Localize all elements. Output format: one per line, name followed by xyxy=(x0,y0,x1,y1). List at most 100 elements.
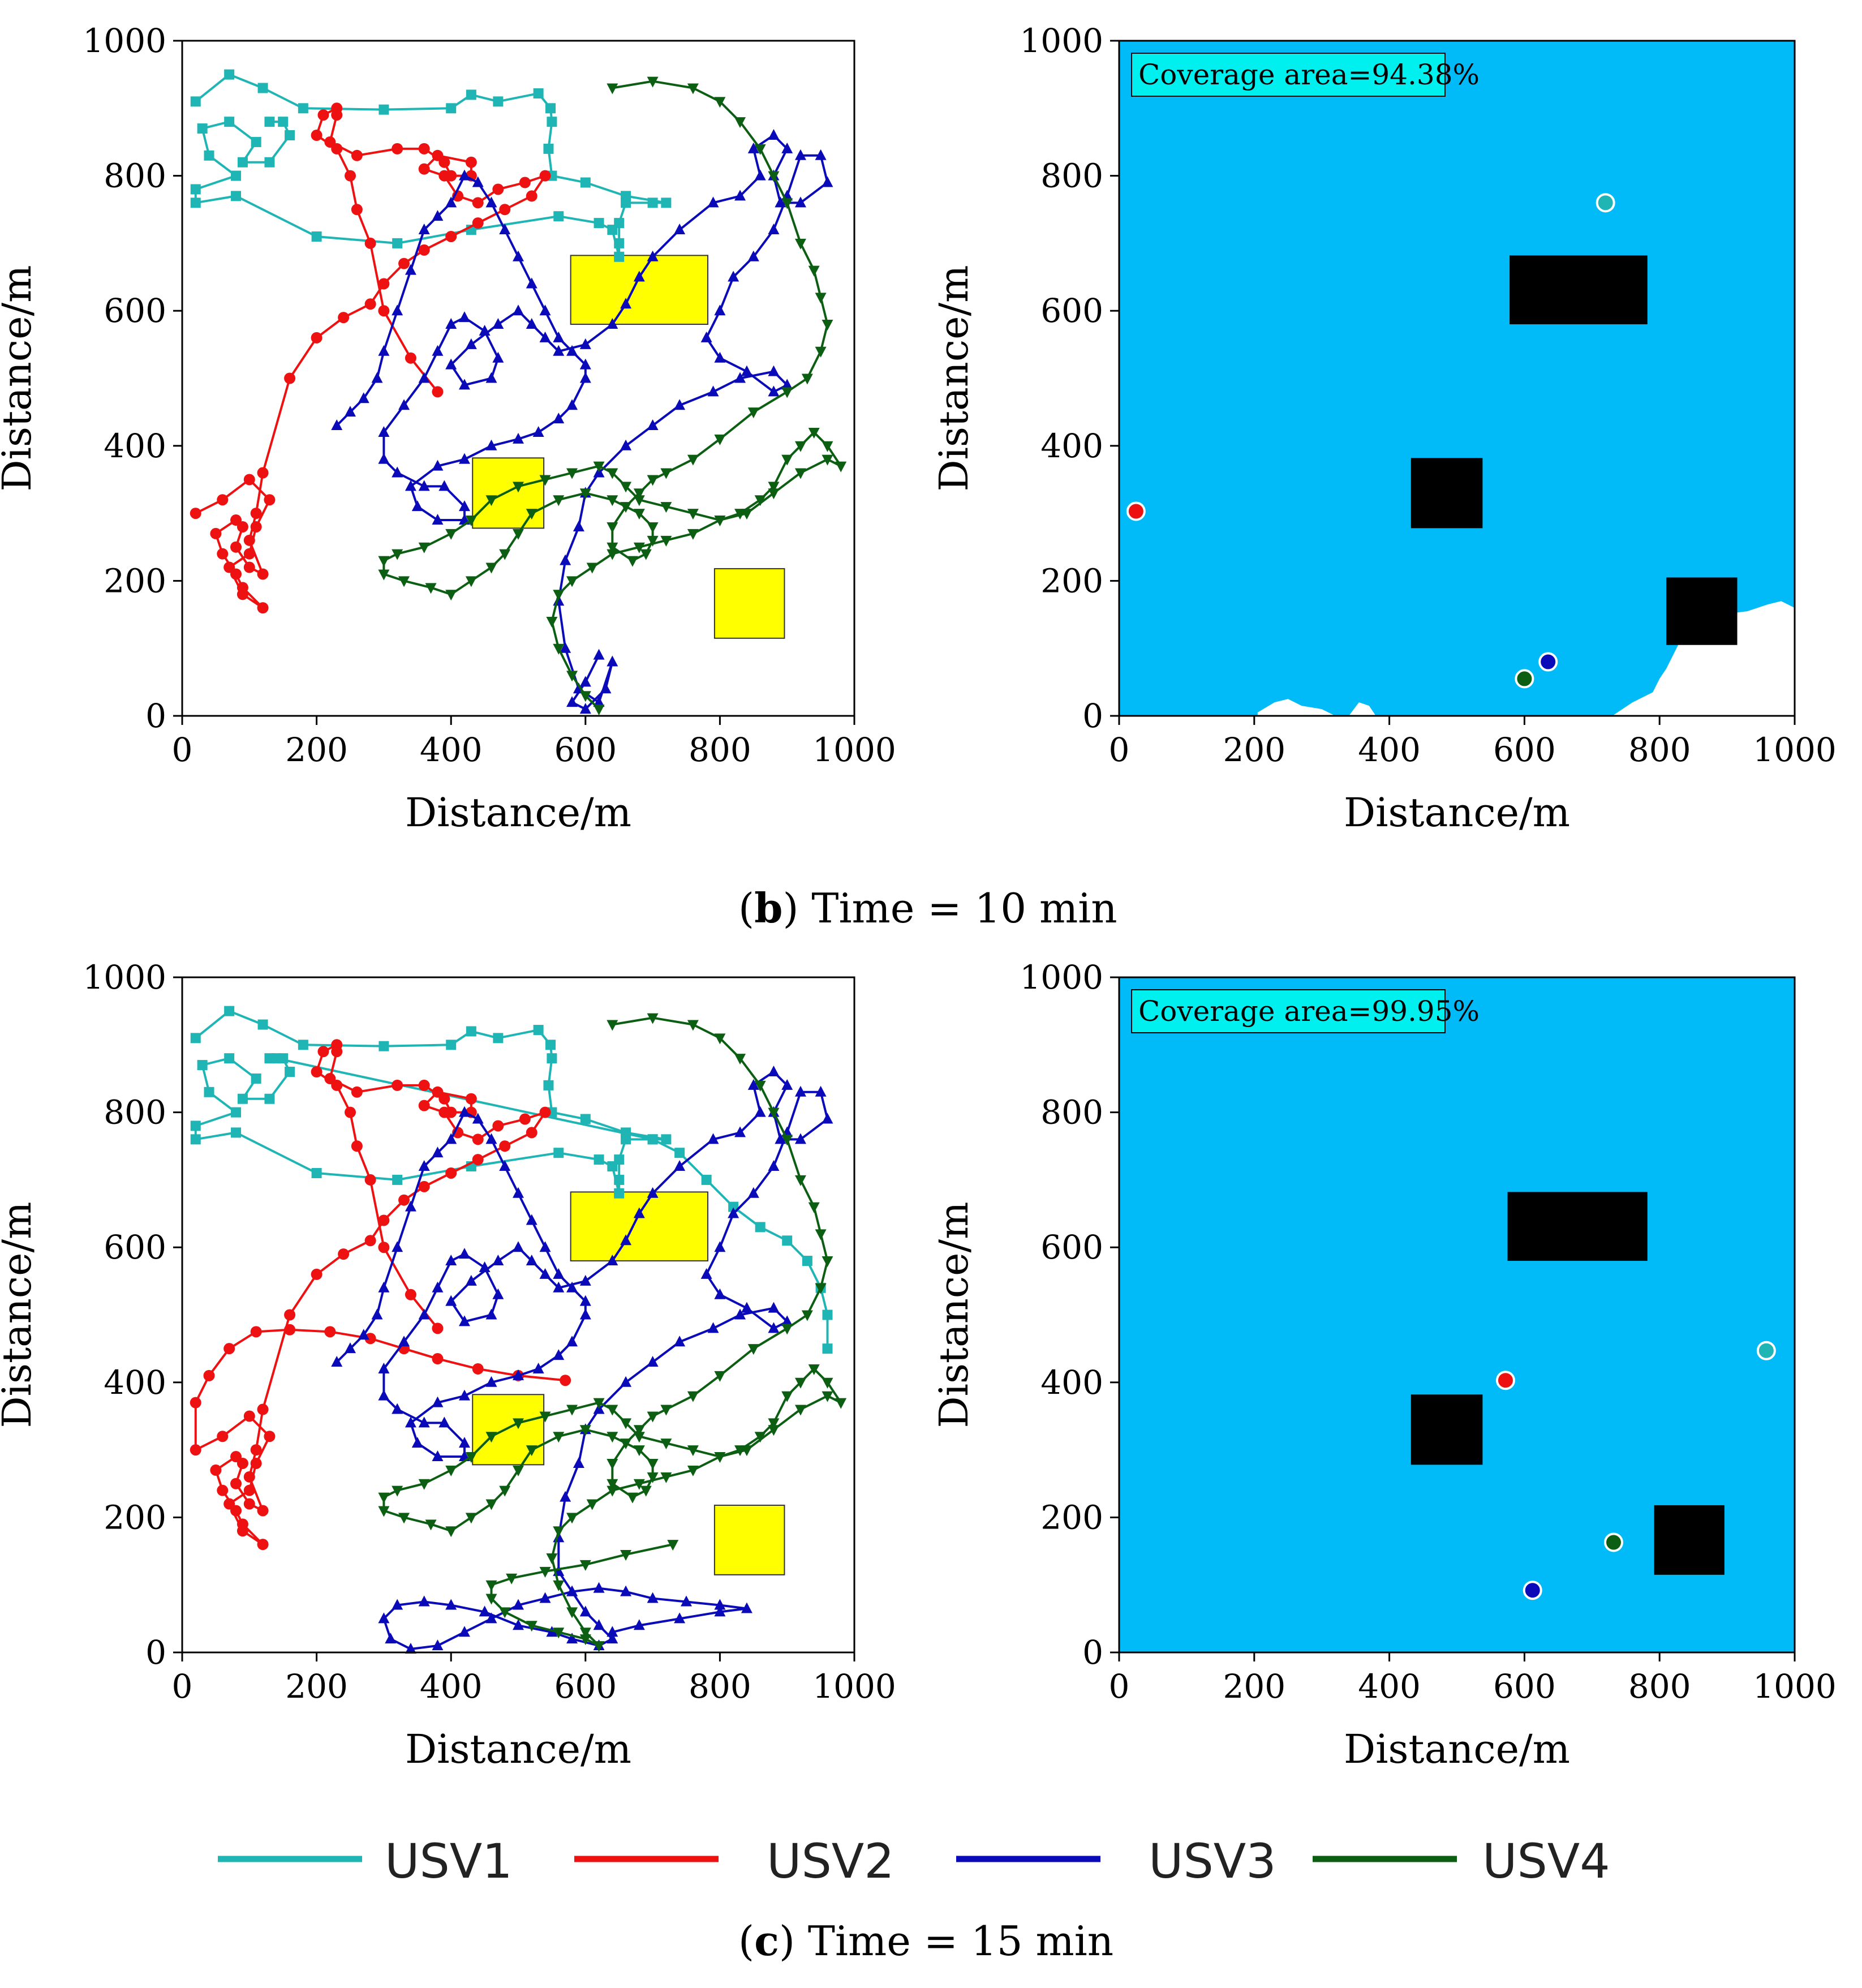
marker-58 xyxy=(190,1444,201,1456)
marker-18 xyxy=(660,1405,672,1416)
x-tick-label-200: 200 xyxy=(285,731,348,769)
marker-11 xyxy=(543,143,554,154)
marker-42 xyxy=(445,170,457,182)
marker-76 xyxy=(754,144,766,155)
coverage-annotation: Coverage area=94.38% xyxy=(1131,53,1480,97)
x-axis-label: Distance/m xyxy=(405,789,631,836)
marker-53 xyxy=(465,338,477,349)
marker-46 xyxy=(458,1315,470,1326)
marker-19 xyxy=(432,1086,444,1098)
marker-23 xyxy=(714,351,726,363)
marker-76 xyxy=(714,1241,726,1252)
marker-30 xyxy=(579,1425,591,1436)
marker-113 xyxy=(539,1592,551,1603)
marker-72 xyxy=(411,500,423,512)
y-tick-label-800: 800 xyxy=(104,1093,166,1132)
marker-62 xyxy=(754,1106,766,1117)
marker-4 xyxy=(379,104,389,115)
series-usv3 xyxy=(331,1066,833,1654)
x-tick-label-400: 400 xyxy=(1358,731,1421,769)
marker-32 xyxy=(566,468,578,479)
marker-28 xyxy=(445,230,457,242)
marker-16 xyxy=(674,399,686,410)
marker-2 xyxy=(257,1019,268,1030)
marker-24 xyxy=(626,1492,638,1504)
marker-47 xyxy=(579,338,591,349)
marker-97 xyxy=(378,345,390,356)
marker-44 xyxy=(492,1288,504,1299)
marker-11 xyxy=(472,1113,484,1124)
marker-25 xyxy=(714,516,726,527)
obstacle-2 xyxy=(1411,458,1483,529)
marker-72 xyxy=(633,1479,645,1490)
marker-64 xyxy=(687,454,699,466)
marker-36 xyxy=(378,1389,390,1401)
marker-31 xyxy=(204,1087,214,1097)
marker-47 xyxy=(513,1418,524,1429)
marker-82 xyxy=(579,358,591,370)
marker-17 xyxy=(707,385,719,397)
marker-29 xyxy=(190,1120,201,1131)
marker-66 xyxy=(794,1405,806,1416)
y-tick-label-200: 200 xyxy=(1040,561,1103,600)
marker-96 xyxy=(593,1619,605,1630)
marker-80 xyxy=(768,1322,780,1333)
marker-49 xyxy=(539,331,551,342)
marker-62 xyxy=(647,475,659,486)
marker-21 xyxy=(781,454,793,466)
marker-68 xyxy=(801,373,813,385)
x-tick-label-1000: 1000 xyxy=(812,1667,896,1706)
marker-54 xyxy=(647,522,659,533)
marker-63 xyxy=(822,1377,833,1389)
x-tick-label-1000: 1000 xyxy=(812,731,896,769)
marker-50 xyxy=(526,318,537,329)
marker-44 xyxy=(445,590,457,601)
marker-5 xyxy=(754,1080,766,1092)
marker-33 xyxy=(224,117,235,127)
marker-1 xyxy=(405,1289,416,1300)
marker-49 xyxy=(331,102,343,114)
marker-4 xyxy=(546,616,558,628)
marker-79 xyxy=(566,1607,578,1618)
marker-104 xyxy=(418,1595,430,1607)
marker-11 xyxy=(822,1256,833,1268)
marker-41 xyxy=(445,1255,457,1266)
y-tick-label-1000: 1000 xyxy=(83,958,166,997)
marker-21 xyxy=(284,372,296,384)
marker-23 xyxy=(553,211,564,222)
marker-32 xyxy=(822,176,833,187)
marker-11 xyxy=(324,1072,336,1084)
marker-67 xyxy=(432,1353,444,1365)
y-tick-label-800: 800 xyxy=(1040,157,1103,195)
marker-37 xyxy=(445,529,457,540)
marker-42 xyxy=(674,224,686,235)
series-usv4 xyxy=(378,1013,847,1652)
marker-39 xyxy=(398,1513,410,1524)
marker-87 xyxy=(513,250,524,261)
marker-6 xyxy=(405,1200,416,1212)
marker-23 xyxy=(472,1133,484,1145)
marker-6 xyxy=(566,576,578,587)
marker-38 xyxy=(418,542,430,553)
marker-27 xyxy=(432,1396,444,1407)
marker-61 xyxy=(432,345,444,356)
marker-76 xyxy=(485,439,497,450)
marker-41 xyxy=(647,1134,658,1145)
marker-11 xyxy=(217,548,229,560)
marker-39 xyxy=(392,549,403,560)
marker-51 xyxy=(513,304,524,316)
obstacle-1 xyxy=(1507,1192,1648,1261)
obstacle-3 xyxy=(713,568,785,639)
marker-29 xyxy=(472,1154,484,1166)
marker-34 xyxy=(492,183,504,195)
marker-40 xyxy=(734,190,746,201)
marker-35 xyxy=(472,197,484,209)
marker-23 xyxy=(607,1479,618,1490)
marker-67 xyxy=(418,480,430,491)
marker-0 xyxy=(593,705,605,716)
marker-59 xyxy=(607,522,618,533)
marker-58 xyxy=(479,324,491,336)
marker-21 xyxy=(620,1439,632,1450)
marker-5 xyxy=(446,1040,457,1050)
marker-27 xyxy=(418,244,430,256)
